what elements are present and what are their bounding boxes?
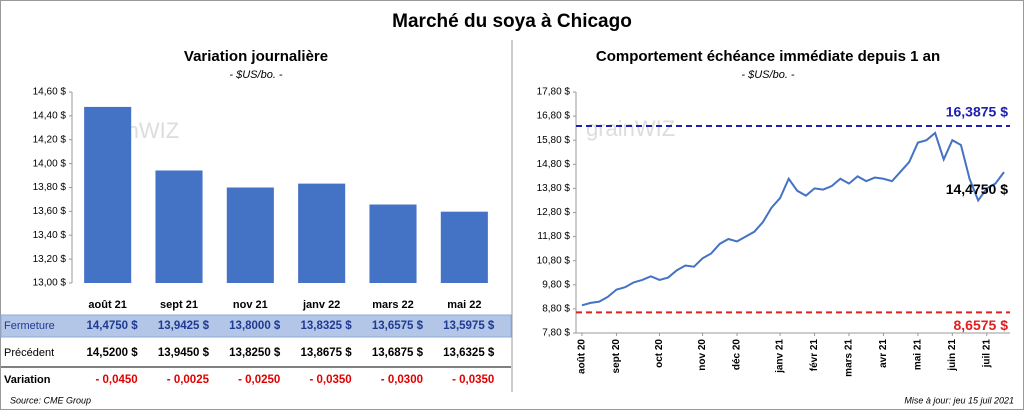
chart-subtitle: - $US/bo. -	[741, 69, 795, 81]
y-tick-label: 14,80 $	[537, 159, 571, 170]
x-tick-label: juil 21	[981, 339, 992, 369]
y-tick-label: 14,60 $	[33, 87, 67, 98]
y-tick-label: 14,00 $	[33, 158, 67, 169]
x-tick-label: avr 21	[878, 339, 889, 368]
x-tick-label: sept 21	[160, 299, 198, 311]
x-tick-label: août 21	[88, 299, 127, 311]
table-cell: - 0,0350	[309, 374, 351, 386]
y-tick-label: 13,80 $	[33, 182, 67, 193]
x-tick-label: févr 21	[809, 339, 820, 372]
bar	[440, 211, 488, 283]
chart-title: Comportement échéance immédiate depuis 1…	[596, 48, 940, 65]
last-label: 14,4750 $	[946, 181, 1008, 197]
table-cell: 14,4750 $	[86, 320, 138, 332]
x-tick-label: janv 21	[775, 339, 786, 374]
table-cell: - 0,0250	[238, 374, 280, 386]
y-tick-label: 8,80 $	[542, 304, 570, 315]
table-cell: 13,8325 $	[300, 320, 352, 332]
y-tick-label: 14,40 $	[33, 111, 67, 122]
y-tick-label: 16,80 $	[537, 111, 571, 122]
x-tick-label: oct 20	[654, 339, 665, 368]
table-cell: 14,5200 $	[86, 347, 138, 359]
y-tick-label: 9,80 $	[542, 279, 570, 290]
y-tick-label: 13,60 $	[33, 206, 67, 217]
table-cell: 13,8675 $	[300, 347, 352, 359]
table-cell: 13,8250 $	[229, 347, 281, 359]
y-tick-label: 14,20 $	[33, 134, 67, 145]
row-label: Précédent	[4, 347, 54, 359]
table-cell: 13,5975 $	[443, 320, 495, 332]
table-cell: 13,6875 $	[372, 347, 424, 359]
main-title: Marché du soya à Chicago	[392, 11, 632, 32]
table-cell: 13,8000 $	[229, 320, 281, 332]
reference-label: 16,3875 $	[946, 104, 1008, 120]
x-tick-label: mai 22	[447, 299, 481, 311]
source: Source: CME Group	[10, 395, 91, 405]
row-highlight	[0, 314, 512, 338]
x-tick-label: janv 22	[302, 299, 340, 311]
watermark: grainWIZ	[586, 116, 675, 141]
reference-label: 8,6575 $	[954, 317, 1009, 333]
bar	[226, 187, 274, 283]
y-tick-label: 15,80 $	[537, 135, 571, 146]
line	[581, 131, 1005, 307]
table-cell: - 0,0350	[452, 374, 494, 386]
row-label: Fermeture	[4, 320, 55, 332]
table-cell: 13,9425 $	[158, 320, 210, 332]
x-tick-label: nov 20	[697, 339, 708, 371]
x-tick-label: mars 21	[844, 339, 855, 377]
y-tick-label: 13,40 $	[33, 230, 67, 241]
bar	[155, 170, 203, 283]
table-cell: 13,9450 $	[158, 347, 210, 359]
y-tick-label: 12,80 $	[537, 207, 571, 218]
x-tick-label: août 20	[577, 339, 588, 374]
table-cell: - 0,0025	[167, 374, 210, 386]
row-label: Variation	[4, 374, 51, 386]
bar	[84, 106, 132, 283]
chart-title: Variation journalière	[184, 48, 328, 65]
x-tick-label: sept 20	[611, 339, 622, 374]
x-tick-label: déc 20	[732, 339, 743, 371]
x-tick-label: mai 21	[913, 339, 924, 371]
chart-subtitle: - $US/bo. -	[229, 69, 283, 81]
y-tick-label: 13,00 $	[33, 278, 67, 289]
bar	[298, 183, 346, 283]
updated: Mise à jour: jeu 15 juil 2021	[904, 395, 1014, 405]
y-tick-label: 10,80 $	[537, 255, 571, 266]
table-cell: 13,6575 $	[372, 320, 424, 332]
y-tick-label: 11,80 $	[537, 231, 570, 242]
y-tick-label: 13,80 $	[537, 183, 571, 194]
y-tick-label: 7,80 $	[542, 328, 570, 339]
table-cell: - 0,0450	[95, 374, 137, 386]
table-cell: - 0,0300	[381, 374, 423, 386]
y-tick-label: 17,80 $	[537, 87, 571, 98]
table-cell: 13,6325 $	[443, 347, 495, 359]
x-tick-label: nov 21	[233, 299, 268, 311]
x-tick-label: juin 21	[947, 339, 958, 372]
x-tick-label: mars 22	[372, 299, 414, 311]
bar	[369, 204, 417, 283]
y-tick-label: 13,20 $	[33, 254, 67, 265]
